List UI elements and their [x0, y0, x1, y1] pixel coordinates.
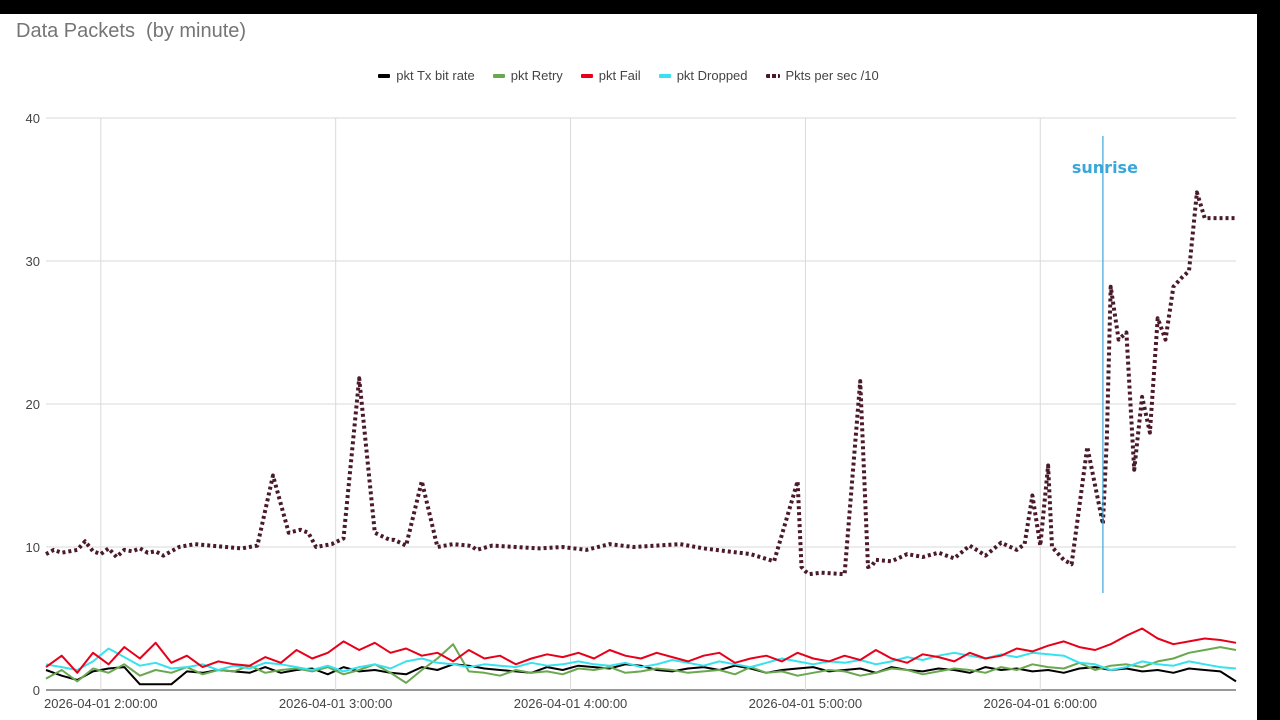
legend-item: pkt Tx bit rate: [378, 68, 475, 83]
legend-label: Pkts per sec /10: [785, 68, 879, 83]
x-tick-label: 2026-04-01 2:00:00: [44, 696, 157, 711]
x-tick-label: 2026-04-01 3:00:00: [279, 696, 392, 711]
legend-label: pkt Dropped: [676, 68, 748, 83]
legend-swatch: [492, 73, 505, 78]
legend-swatch: [658, 73, 671, 78]
legend-label: pkt Tx bit rate: [396, 68, 475, 83]
legend-item: pkt Fail: [580, 68, 641, 83]
chart-legend: pkt Tx bit rate pkt Retry pkt Fail pkt Drop…: [0, 68, 1257, 83]
legend-item: Pkts per sec /10: [765, 68, 879, 83]
x-tick-label: 2026-04-01 4:00:00: [514, 696, 627, 711]
legend-swatch: [378, 73, 391, 78]
series-line-pkt-tx-bit-rate: [45, 663, 1237, 686]
series-line-pkt-fail: [45, 627, 1237, 674]
legend-item: pkt Retry: [492, 68, 563, 83]
series-line-pkt-dropped: [45, 647, 1237, 673]
legend-label: pkt Retry: [510, 68, 563, 83]
y-tick-label: 0: [33, 683, 40, 698]
y-tick-label: 20: [26, 397, 40, 412]
legend-swatch: [765, 73, 780, 78]
legend-item: pkt Dropped: [658, 68, 748, 83]
legend-swatch: [580, 73, 593, 78]
legend-label: pkt Fail: [598, 68, 641, 83]
chart-title: Data Packets (by minute): [16, 20, 247, 42]
y-tick-label: 10: [26, 540, 40, 555]
x-tick-label: 2026-04-01 5:00:00: [749, 696, 862, 711]
y-tick-label: 40: [26, 111, 40, 126]
x-tick-label: 2026-04-01 6:00:00: [984, 696, 1097, 711]
y-tick-label: 30: [26, 254, 40, 269]
chart-panel: Data Packets (by minute) pkt Tx bit rate…: [0, 14, 1257, 720]
annotation-label: sunrise: [1072, 158, 1138, 177]
series-line-pkts-per-sec-10: [45, 190, 1236, 577]
